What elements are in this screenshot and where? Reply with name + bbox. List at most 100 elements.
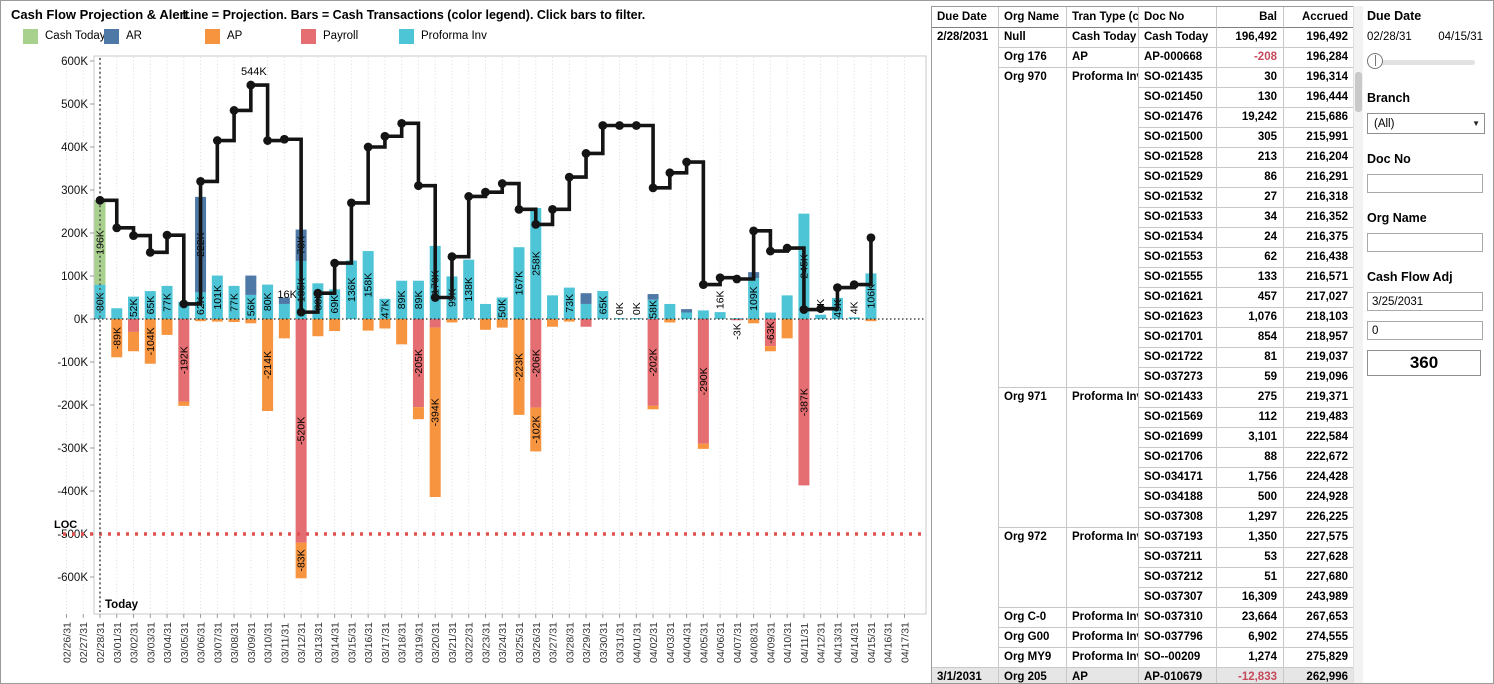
- table-cell[interactable]: AP-000668: [1138, 47, 1216, 67]
- table-cell[interactable]: SO-037273: [1138, 367, 1216, 387]
- bar-segment[interactable]: [479, 303, 491, 319]
- table-cell[interactable]: [932, 347, 998, 367]
- table-cell[interactable]: 86: [1216, 167, 1283, 187]
- table-cell[interactable]: 854: [1216, 327, 1283, 347]
- bar-segment[interactable]: [764, 346, 776, 352]
- bar-segment[interactable]: [329, 289, 341, 319]
- cash-flow-adj-date-input[interactable]: [1367, 292, 1483, 311]
- table-cell[interactable]: 215,991: [1283, 127, 1354, 147]
- table-cell[interactable]: SO-037310: [1138, 607, 1216, 627]
- table-cell[interactable]: [1066, 87, 1138, 107]
- table-cell[interactable]: [998, 407, 1066, 427]
- bar-segment[interactable]: [764, 319, 776, 347]
- bar-segment[interactable]: [530, 407, 542, 452]
- table-cell[interactable]: [1066, 187, 1138, 207]
- table-cell[interactable]: 222,584: [1283, 427, 1354, 447]
- table-cell[interactable]: 219,037: [1283, 347, 1354, 367]
- bar-segment[interactable]: [798, 319, 810, 486]
- doc-no-input[interactable]: [1367, 174, 1483, 193]
- table-cell[interactable]: AP: [1066, 667, 1138, 683]
- legend-item-cash-today[interactable]: Cash Today: [23, 27, 106, 45]
- table-cell[interactable]: 274,555: [1283, 627, 1354, 647]
- bar-segment[interactable]: [245, 275, 257, 295]
- table-cell[interactable]: [998, 107, 1066, 127]
- table-cell[interactable]: 222,672: [1283, 447, 1354, 467]
- bar-segment[interactable]: [748, 319, 760, 324]
- table-cell[interactable]: SO-021621: [1138, 287, 1216, 307]
- legend-item-payroll[interactable]: Payroll: [301, 27, 358, 45]
- bar-segment[interactable]: [547, 295, 559, 319]
- bar-segment[interactable]: [513, 319, 525, 415]
- bar-segment[interactable]: [513, 247, 525, 319]
- column-header-accrued[interactable]: Accrued: [1283, 7, 1354, 28]
- bar-segment[interactable]: [228, 285, 240, 319]
- bar-segment[interactable]: [245, 319, 257, 324]
- table-cell[interactable]: 88: [1216, 447, 1283, 467]
- table-cell[interactable]: [1066, 407, 1138, 427]
- table-cell[interactable]: 6,902: [1216, 627, 1283, 647]
- table-cell[interactable]: 457: [1216, 287, 1283, 307]
- bar-segment[interactable]: [580, 303, 592, 319]
- table-cell[interactable]: [932, 547, 998, 567]
- bar-segment[interactable]: [312, 319, 324, 337]
- table-cell[interactable]: [1066, 207, 1138, 227]
- bar-segment[interactable]: [329, 319, 341, 332]
- bar-segment[interactable]: [597, 291, 609, 319]
- bar-segment[interactable]: [396, 280, 408, 319]
- table-cell[interactable]: SO-034188: [1138, 487, 1216, 507]
- table-cell[interactable]: [998, 567, 1066, 587]
- bar-segment[interactable]: [697, 319, 709, 444]
- table-cell[interactable]: [998, 507, 1066, 527]
- table-cell[interactable]: AP: [1066, 47, 1138, 67]
- table-cell[interactable]: 34: [1216, 207, 1283, 227]
- table-cell[interactable]: [932, 607, 998, 627]
- table-cell[interactable]: [932, 67, 998, 87]
- legend-item-ar[interactable]: AR: [104, 27, 142, 45]
- table-cell[interactable]: [1066, 567, 1138, 587]
- table-cell[interactable]: 219,371: [1283, 387, 1354, 407]
- table-cell[interactable]: [998, 147, 1066, 167]
- table-cell[interactable]: 262,996: [1283, 667, 1354, 683]
- table-cell[interactable]: [1066, 127, 1138, 147]
- table-cell[interactable]: Null: [998, 28, 1066, 47]
- table-cell[interactable]: 275: [1216, 387, 1283, 407]
- table-cell[interactable]: 216,438: [1283, 247, 1354, 267]
- table-cell[interactable]: [932, 327, 998, 347]
- table-cell[interactable]: SO-021553: [1138, 247, 1216, 267]
- table-cell[interactable]: SO-037212: [1138, 567, 1216, 587]
- bar-segment[interactable]: [396, 319, 408, 345]
- bar-segment[interactable]: [664, 319, 676, 323]
- bar-segment[interactable]: [748, 278, 760, 319]
- table-cell[interactable]: 227,575: [1283, 527, 1354, 547]
- table-cell[interactable]: [1066, 427, 1138, 447]
- table-cell[interactable]: SO-021699: [1138, 427, 1216, 447]
- table-cell[interactable]: Org MY9: [998, 647, 1066, 667]
- bar-segment[interactable]: [111, 308, 123, 319]
- bar-segment[interactable]: [697, 443, 709, 449]
- table-cell[interactable]: [932, 627, 998, 647]
- table-cell[interactable]: 305: [1216, 127, 1283, 147]
- table-cell[interactable]: 196,444: [1283, 87, 1354, 107]
- bar-segment[interactable]: [731, 318, 743, 320]
- bar-segment[interactable]: [178, 301, 190, 319]
- table-cell[interactable]: Org 972: [998, 527, 1066, 547]
- bar-segment[interactable]: [865, 319, 877, 322]
- table-cell[interactable]: [1066, 307, 1138, 327]
- bar-segment[interactable]: [379, 319, 391, 329]
- bar-segment[interactable]: [178, 401, 190, 406]
- table-cell[interactable]: 218,957: [1283, 327, 1354, 347]
- table-cell[interactable]: [932, 647, 998, 667]
- column-header-doc-no[interactable]: Doc No: [1138, 7, 1216, 28]
- bar-segment[interactable]: [781, 295, 793, 319]
- table-cell[interactable]: [1066, 107, 1138, 127]
- table-cell[interactable]: [932, 467, 998, 487]
- bar-segment[interactable]: [429, 319, 441, 328]
- table-cell[interactable]: 1,756: [1216, 467, 1283, 487]
- bar-segment[interactable]: [178, 319, 190, 402]
- table-cell[interactable]: 213: [1216, 147, 1283, 167]
- bar-segment[interactable]: [479, 319, 491, 330]
- table-cell[interactable]: Proforma Inv: [1066, 527, 1138, 547]
- branch-dropdown[interactable]: (All) ▼: [1367, 113, 1485, 134]
- table-cell[interactable]: [932, 127, 998, 147]
- table-cell[interactable]: [932, 187, 998, 207]
